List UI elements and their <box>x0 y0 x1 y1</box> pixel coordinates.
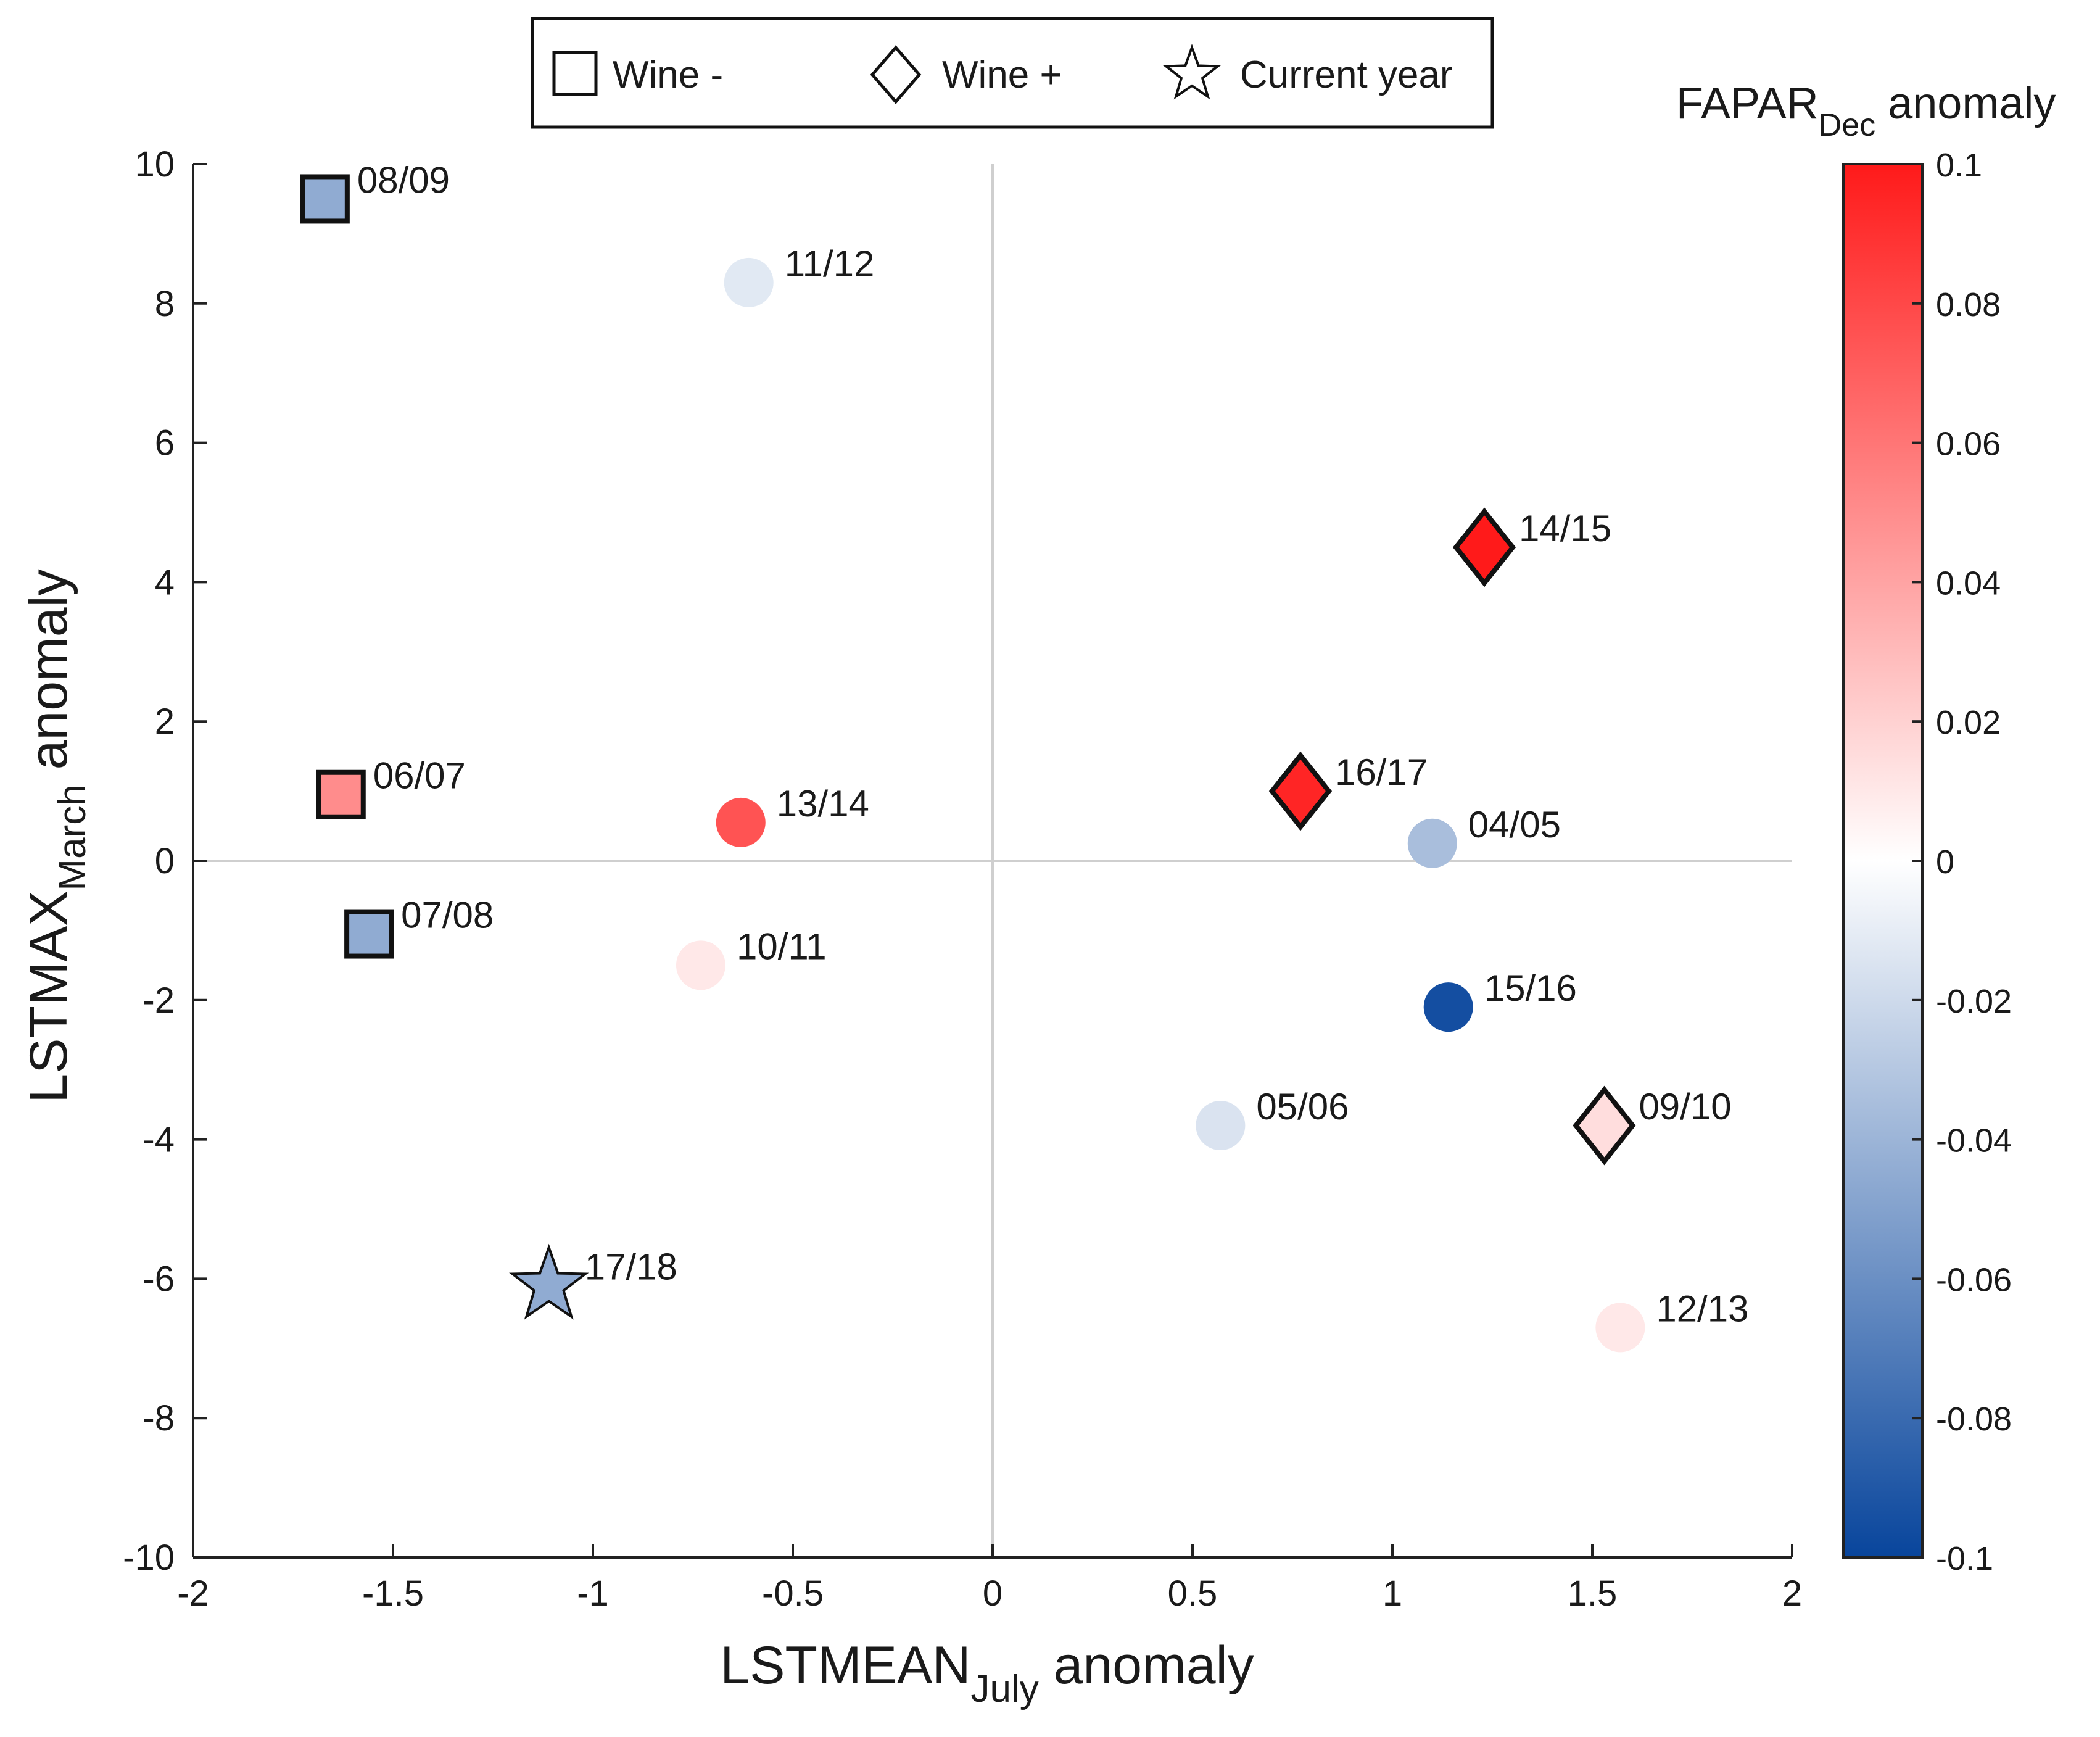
data-point-label: 12/13 <box>1656 1288 1748 1329</box>
data-point-diamond <box>1573 1085 1636 1166</box>
x-tick-label: 1.5 <box>1568 1573 1618 1614</box>
legend-label-current-year: Current year <box>1240 54 1453 96</box>
legend-star-icon <box>1162 44 1222 100</box>
data-point-label: 08/09 <box>357 159 450 201</box>
legend-label-wine-plus: Wine + <box>942 54 1062 96</box>
data-point-circle <box>1196 1101 1246 1151</box>
y-tick-label: 2 <box>155 702 175 742</box>
x-tick-label: -2 <box>177 1573 209 1614</box>
data-point-diamond <box>1452 507 1516 587</box>
legend-box <box>531 17 1494 129</box>
data-points: 08/09 11/12 06/07 13/14 07/08 10/11 17/18 14/15… <box>300 159 1749 1353</box>
y-tick-label: 6 <box>155 423 175 463</box>
colorbar-tick-label: -0.06 <box>1936 1261 2012 1298</box>
colorbar-tick-label: 0.04 <box>1936 565 2001 602</box>
data-point-circle <box>1595 1303 1645 1353</box>
y-tick-label: 0 <box>155 841 175 881</box>
data-point-circle <box>724 257 774 307</box>
data-point-label: 07/08 <box>401 895 494 936</box>
colorbar: FAPARDec anomaly 0.1 0.08 0.06 0.04 0.02 0 -0.… <box>1676 79 2056 1577</box>
x-tick-label: 0 <box>983 1573 1002 1614</box>
data-point-circle <box>716 797 766 847</box>
legend-square-icon <box>552 51 598 96</box>
x-tick-label: 0.5 <box>1168 1573 1218 1614</box>
data-point-label: 05/06 <box>1256 1086 1349 1127</box>
colorbar-tick-label: 0 <box>1936 844 1954 881</box>
y-tick-label: -4 <box>143 1120 175 1160</box>
data-point-label: 09/10 <box>1639 1086 1731 1127</box>
data-point-circle <box>1407 818 1457 868</box>
colorbar-title: FAPARDec anomaly <box>1676 79 2056 143</box>
data-point-label: 15/16 <box>1484 968 1577 1009</box>
y-tick-label: -10 <box>123 1538 175 1578</box>
x-tick-label: 1 <box>1383 1573 1402 1614</box>
y-tick-label: -6 <box>143 1259 175 1299</box>
data-point-square <box>344 909 394 959</box>
x-axis-label: LSTMEANJuly anomaly <box>720 1636 1254 1710</box>
legend: Wine - Wine + Current year <box>531 17 1494 129</box>
data-point-label: 06/07 <box>373 755 466 797</box>
colorbar-tick-label: 0.08 <box>1936 286 2001 323</box>
data-point-label: 10/11 <box>737 926 827 967</box>
data-point-star <box>509 1243 589 1320</box>
colorbar-ticks: 0.1 0.08 0.06 0.04 0.02 0 -0.02 -0.04 -0.06 -0.08… <box>1912 147 2012 1577</box>
x-tick-label: 2 <box>1782 1573 1802 1614</box>
colorbar-tick-label: 0.06 <box>1936 426 2001 463</box>
data-point-label: 17/18 <box>585 1246 677 1288</box>
data-point-label: 04/05 <box>1468 804 1561 845</box>
data-point-square <box>316 769 366 819</box>
data-point-square <box>300 174 350 224</box>
data-point-label: 14/15 <box>1519 508 1611 549</box>
legend-diamond-icon <box>870 45 922 104</box>
colorbar-tick-label: -0.08 <box>1936 1401 2012 1438</box>
y-tick-label: 4 <box>155 562 175 602</box>
data-point-circle <box>676 940 725 990</box>
y-tick-label: 10 <box>134 144 175 184</box>
zero-reference-lines <box>193 164 1792 1557</box>
x-tick-label: -0.5 <box>762 1573 824 1614</box>
data-point-diamond <box>1268 751 1333 831</box>
data-point-label: 11/12 <box>785 243 875 284</box>
data-point-circle <box>1423 982 1473 1032</box>
data-point-label: 13/14 <box>777 783 869 824</box>
colorbar-tick-label: 0.02 <box>1936 704 2001 741</box>
y-axis-label: LSTMAXMarch anomaly <box>19 569 94 1103</box>
colorbar-tick-label: -0.1 <box>1936 1540 1993 1577</box>
colorbar-tick-label: 0.1 <box>1936 147 1982 184</box>
y-tick-label: -8 <box>143 1398 175 1438</box>
x-tick-label: -1.5 <box>362 1573 424 1614</box>
colorbar-tick-label: -0.02 <box>1936 983 2012 1020</box>
x-tick-label: -1 <box>577 1573 609 1614</box>
x-axis-ticks: -2 -1.5 -1 -0.5 0 0.5 1 1.5 2 <box>177 1544 1802 1614</box>
data-point-label: 16/17 <box>1335 752 1428 793</box>
y-tick-label: -2 <box>143 980 175 1021</box>
colorbar-tick-label: -0.04 <box>1936 1122 2012 1159</box>
y-tick-label: 8 <box>155 284 175 324</box>
colorbar-gradient <box>1842 163 1924 1559</box>
legend-label-wine-minus: Wine - <box>613 54 723 96</box>
y-axis-ticks: 10 8 6 4 2 0 -2 -4 -6 -8 -10 <box>123 144 207 1578</box>
